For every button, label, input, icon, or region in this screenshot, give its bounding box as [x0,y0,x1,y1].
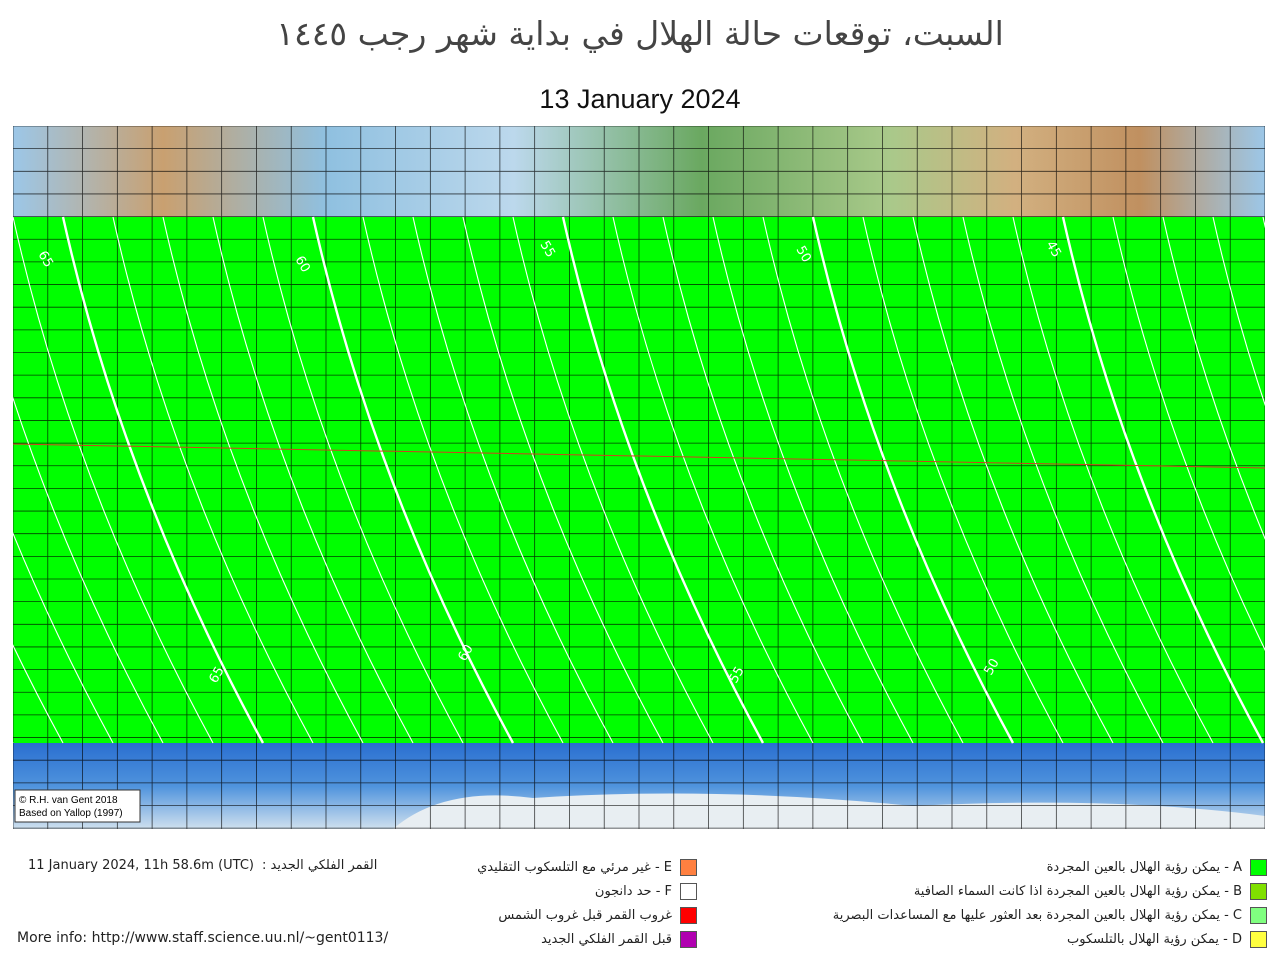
contour-line [561,216,765,744]
contour-label: 45 [1043,239,1064,261]
contour-line [1162,216,1265,540]
legend-item: قبل القمر الفلكي الجديد [541,931,697,948]
credit-box [14,789,141,823]
map: © R.H. van Gent 2018 Based on Yallop (19… [13,126,1265,829]
contour-line [1212,216,1265,407]
path-line [13,443,1265,469]
legend-item: D - يمكن رؤية الهلال بالتلسكوب [1067,931,1267,948]
legend-text: D - يمكن رؤية الهلال بالتلسكوب [1067,932,1242,947]
legend-text: E - غير مرئي مع التلسكوب التقليدي [477,860,672,875]
contour-label: 55 [726,664,747,686]
new-moon-label: القمر الفلكي الجديد : [262,858,378,873]
new-moon-time: 11 January 2024, 11h 58.6m (UTC) [28,858,255,873]
legend-swatch [680,883,697,900]
contour-line [412,216,614,744]
legend-text: B - يمكن رؤية الهلال بالعين المجردة اذا … [913,884,1242,899]
contour-line [262,216,464,744]
contour-line [61,216,265,744]
contour-line [13,644,64,744]
contour-label: 65 [35,249,56,271]
legend-item: E - غير مرئي مع التلسكوب التقليدي [477,859,697,876]
contour-line [13,532,114,744]
contour-line [13,396,164,744]
contour-line [862,216,1064,744]
legend-text: C - يمكن رؤية الهلال بالعين المجردة بعد … [832,908,1242,923]
contour-label: 50 [981,656,1002,678]
legend-item: C - يمكن رؤية الهلال بالعين المجردة بعد … [833,907,1267,924]
contour-line [1012,216,1214,744]
legend-text: F - حد دانجون [594,884,672,899]
contour-line [712,216,914,744]
grid [13,126,1265,829]
title: السبت، توقعات حالة الهلال في بداية شهر ر… [276,14,1004,53]
new-moon: 11 January 2024, 11h 58.6m (UTC) القمر ا… [28,858,377,873]
contour-line [512,216,714,744]
contour-line [1061,216,1265,744]
legend-swatch [680,859,697,876]
contour-line [912,216,1114,744]
contour-label: 55 [537,239,558,261]
contour-line [362,216,564,744]
contour-line [462,216,664,744]
legend-swatch [680,931,697,948]
contour-line [811,216,1015,744]
contour-line [162,216,364,744]
contour-line [962,216,1164,744]
contour-label: 60 [455,642,476,664]
contour-line [1112,216,1265,651]
contour-line [112,216,314,744]
contour-line [662,216,864,744]
contour-label: 65 [206,664,227,686]
contour-line [311,216,515,744]
legend-text: A - يمكن رؤية الهلال بالعين المجردة [1046,860,1242,875]
contour-label: 50 [793,244,814,266]
legend-item: A - يمكن رؤية الهلال بالعين المجردة [1047,859,1267,876]
credit: © R.H. van Gent 2018 [19,795,118,806]
legend-item: F - حد دانجون [595,883,697,900]
legend-swatch [1250,859,1267,876]
legend-item: غروب القمر قبل غروب الشمس [498,907,697,924]
contour-line [13,216,214,744]
legend-swatch [1250,883,1267,900]
contour-line [212,216,414,744]
legend-swatch [1250,931,1267,948]
contours [13,216,1265,744]
date: 13 January 2024 [539,84,741,114]
legend-swatch [1250,907,1267,924]
legend-swatch [680,907,697,924]
legend-item: B - يمكن رؤية الهلال بالعين المجردة اذا … [914,883,1267,900]
legend-text: غروب القمر قبل غروب الشمس [498,908,672,923]
contour-line [762,216,964,744]
antarctica [393,793,1265,829]
contour-label: 60 [292,254,313,276]
legend-text: قبل القمر الفلكي الجديد [541,932,672,947]
credit: Based on Yallop (1997) [19,808,123,819]
more-info: More info: http://www.staff.science.uu.n… [17,930,389,946]
contour-line [612,216,814,744]
